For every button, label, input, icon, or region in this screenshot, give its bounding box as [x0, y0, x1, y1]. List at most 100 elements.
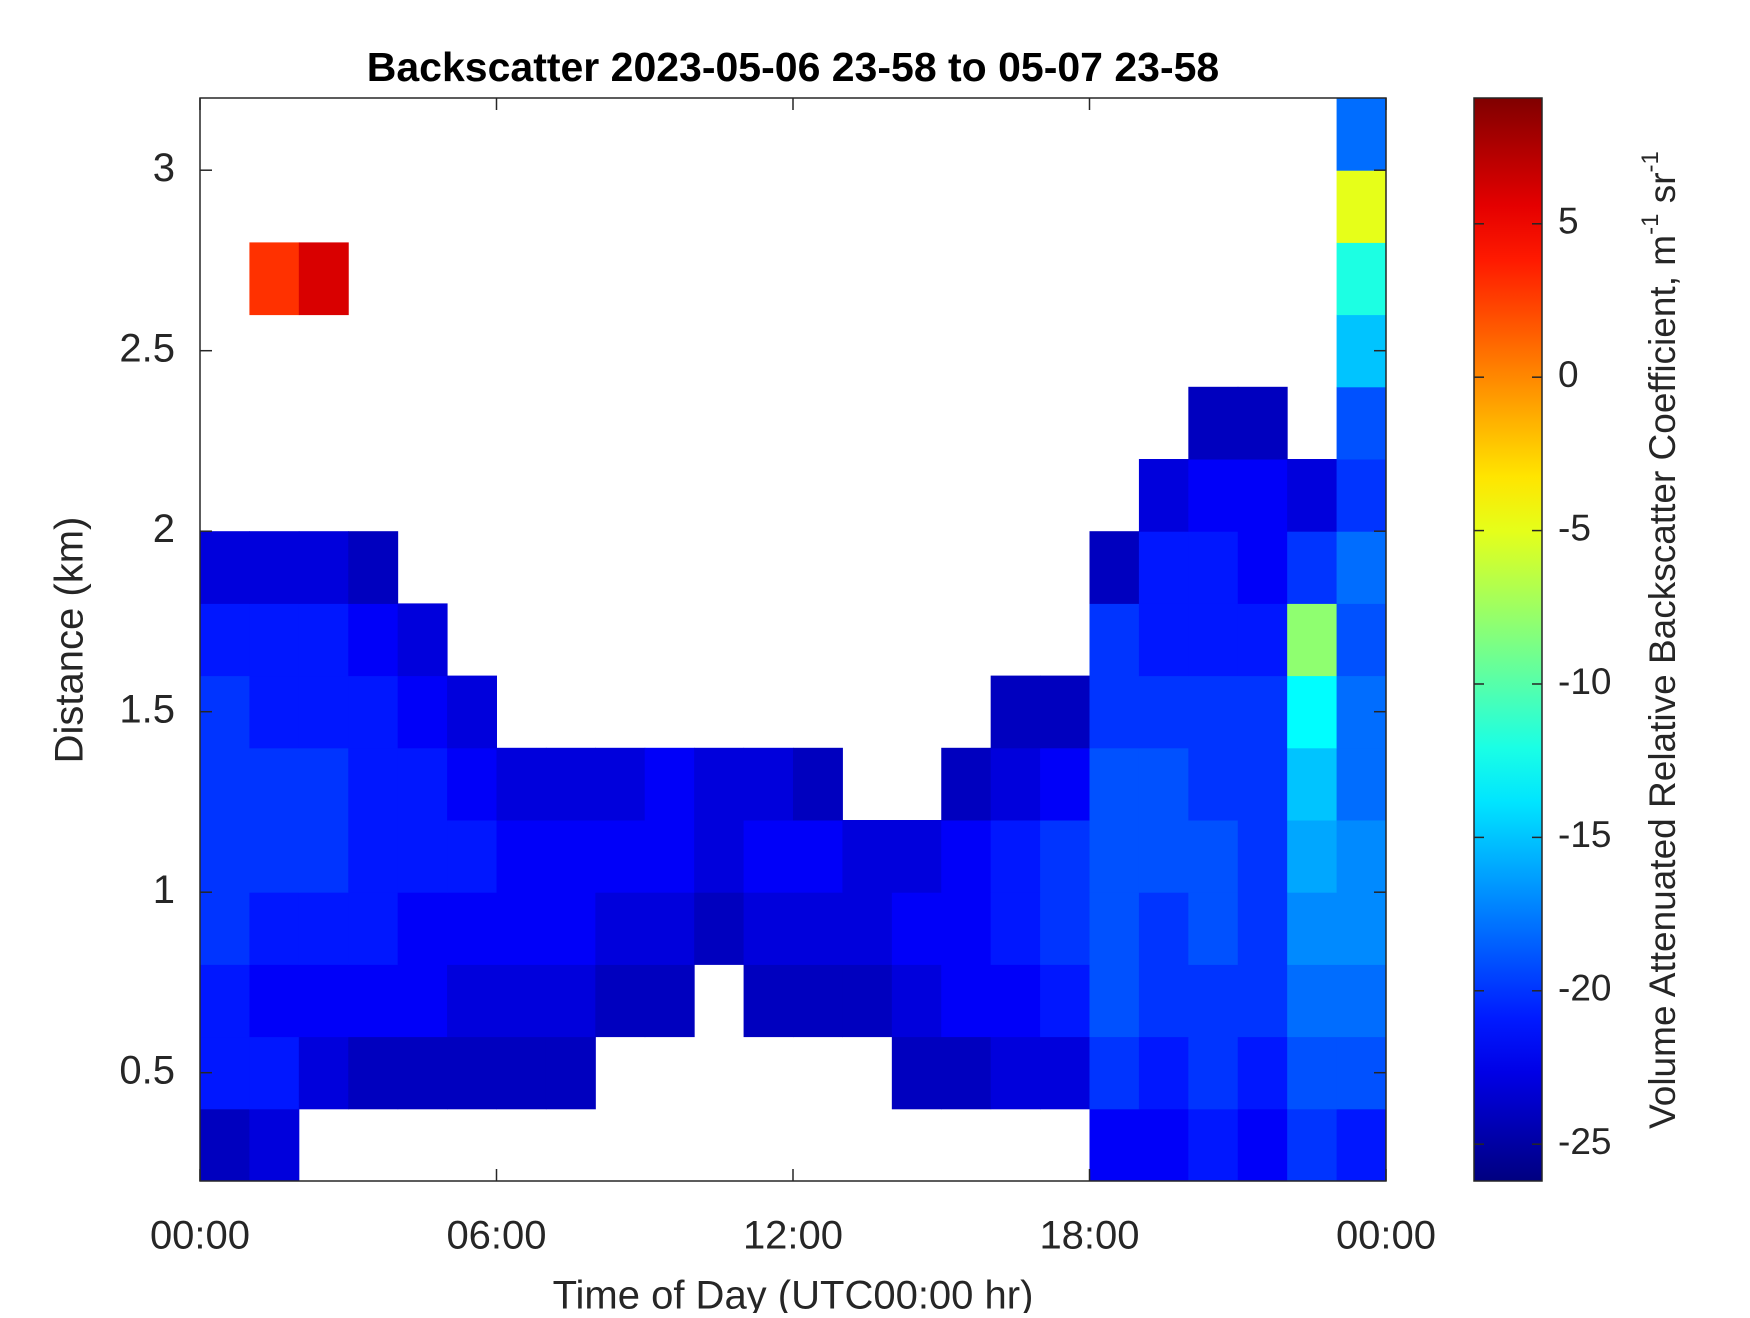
heatmap-cell — [941, 1036, 992, 1110]
heatmap-cell — [1336, 603, 1387, 677]
heatmap-cell — [397, 1036, 448, 1110]
heatmap-cell — [348, 892, 399, 965]
heatmap-cell — [941, 820, 992, 893]
colorbar-tick-label: -15 — [1558, 814, 1611, 855]
colorbar-tick-label: 0 — [1558, 354, 1579, 395]
heatmap-cell — [496, 820, 547, 893]
x-tick-label: 12:00 — [743, 1214, 843, 1258]
heatmap-cell — [1188, 386, 1239, 460]
colorbar-tick-label: -20 — [1558, 968, 1611, 1009]
heatmap-cell — [1188, 603, 1239, 677]
heatmap-cell — [595, 964, 646, 1038]
heatmap-cell — [891, 892, 942, 965]
heatmap-cell — [1040, 820, 1090, 893]
heatmap-cell — [298, 820, 349, 893]
heatmap-cell — [1089, 1108, 1140, 1182]
heatmap-cell — [249, 531, 300, 604]
heatmap-cell — [595, 892, 646, 965]
heatmap-cell — [644, 820, 695, 893]
heatmap-cell — [496, 964, 547, 1038]
heatmap-cell — [1040, 675, 1090, 749]
x-tick-label: 06:00 — [446, 1214, 546, 1258]
heatmap-cell — [200, 820, 250, 893]
heatmap-cell — [397, 747, 448, 821]
heatmap-cell — [545, 964, 596, 1038]
colorbar-label-part: sr — [1642, 172, 1683, 213]
heatmap-cell — [1138, 820, 1189, 893]
heatmap-cell — [397, 820, 448, 893]
y-axis-label: Distance (km) — [48, 517, 92, 764]
heatmap-cell — [545, 820, 596, 893]
heatmap-cell — [1336, 820, 1387, 893]
heatmap-cell — [249, 820, 300, 893]
heatmap-cell — [200, 892, 250, 965]
heatmap-cell — [595, 747, 646, 821]
colorbar-tick-label: -25 — [1558, 1121, 1611, 1162]
heatmap-cell — [990, 675, 1041, 749]
heatmap-cell — [447, 747, 497, 821]
heatmap-cell — [496, 1036, 547, 1110]
heatmap-cell — [1336, 242, 1387, 316]
heatmap-cell — [1138, 892, 1189, 965]
heatmap-cell — [447, 892, 497, 965]
heatmap-cell — [891, 820, 942, 893]
heatmap-cell — [1237, 892, 1288, 965]
heatmap-cell — [694, 892, 745, 965]
x-axis-label: Time of Day (UTC00:00 hr) — [553, 1274, 1034, 1313]
heatmap-cell — [249, 242, 300, 316]
heatmap-cell — [595, 820, 646, 893]
heatmap-cell — [348, 1036, 399, 1110]
heatmap-cell — [1089, 747, 1140, 821]
heatmap-cell — [397, 892, 448, 965]
heatmap-cell — [1089, 675, 1140, 749]
y-tick-label: 3 — [153, 146, 175, 190]
heatmap-cell — [496, 747, 547, 821]
heatmap-cell — [891, 1036, 942, 1110]
heatmap-cell — [1040, 747, 1090, 821]
y-tick-label: 2.5 — [119, 326, 175, 370]
heatmap-cell — [990, 747, 1041, 821]
heatmap-cell — [200, 531, 250, 604]
heatmap-cell — [348, 964, 399, 1038]
heatmap-cell — [1287, 1108, 1338, 1182]
heatmap-cell — [990, 892, 1041, 965]
y-tick-label: 2 — [153, 507, 175, 551]
heatmap-cell — [1089, 603, 1140, 677]
heatmap-cell — [298, 242, 349, 316]
heatmap-cell — [793, 820, 843, 893]
heatmap-cell — [249, 964, 300, 1038]
heatmap-cell — [743, 892, 794, 965]
heatmap-cell — [1138, 675, 1189, 749]
heatmap-cell — [1138, 747, 1189, 821]
heatmap-cell — [1138, 603, 1189, 677]
heatmap-cell — [842, 820, 893, 893]
heatmap-cell — [348, 531, 399, 604]
heatmap-cell — [1336, 892, 1387, 965]
heatmap-cell — [1188, 964, 1239, 1038]
heatmap-cell — [348, 603, 399, 677]
colorbar-tick-label: 5 — [1558, 201, 1579, 242]
heatmap-cell — [1287, 603, 1338, 677]
heatmap-cell — [1237, 675, 1288, 749]
colorbar-label-part: -1 — [1637, 214, 1664, 235]
colorbar-label: Volume Attenuated Relative Backscatter C… — [1637, 151, 1683, 1129]
heatmap-cell — [249, 892, 300, 965]
x-tick-label: 00:00 — [150, 1214, 250, 1258]
heatmap-cell — [1237, 603, 1288, 677]
heatmap-cell — [1237, 531, 1288, 604]
heatmap-cell — [1336, 1108, 1387, 1182]
heatmap-cell — [1138, 1108, 1189, 1182]
heatmap-cell — [1138, 964, 1189, 1038]
heatmap-cell — [1188, 459, 1239, 532]
heatmap-cell — [1287, 531, 1338, 604]
heatmap-cell — [1188, 675, 1239, 749]
heatmap-cell — [249, 1108, 300, 1182]
heatmap-cell — [891, 964, 942, 1038]
colorbar-label-part: Volume Attenuated Relative Backscatter C… — [1642, 235, 1683, 1129]
colorbar-tick-label: -5 — [1558, 507, 1591, 548]
heatmap-cell — [249, 747, 300, 821]
heatmap-cell — [1237, 1108, 1288, 1182]
heatmap-cell — [348, 675, 399, 749]
heatmap-cell — [249, 675, 300, 749]
